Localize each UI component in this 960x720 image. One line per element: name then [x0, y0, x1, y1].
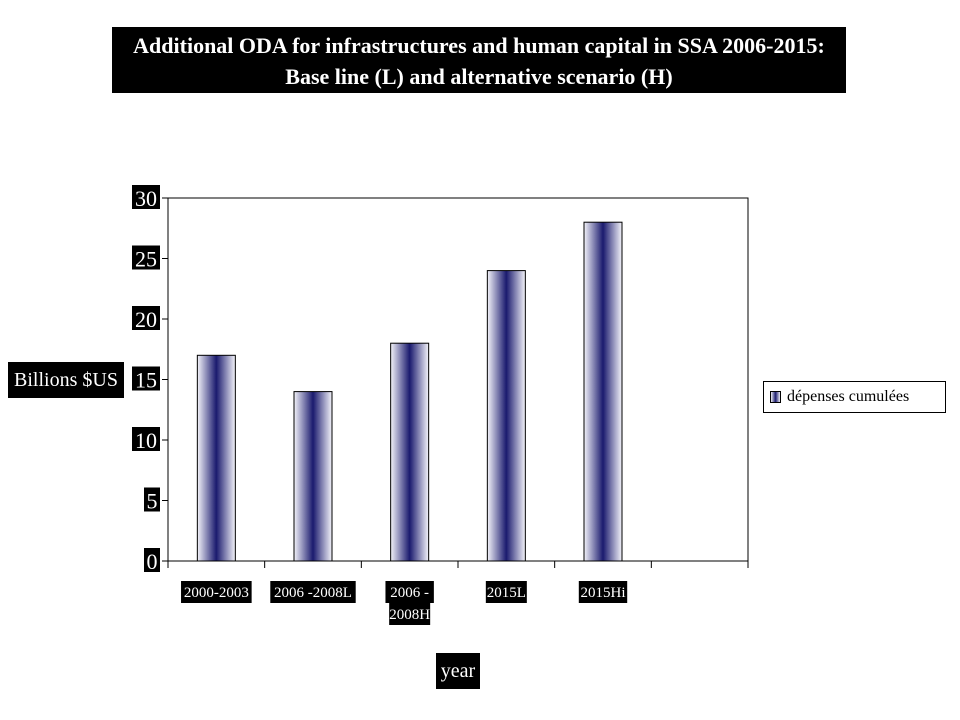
y-tick-label-bg [132, 366, 160, 391]
y-tick-label-bg [132, 185, 160, 209]
legend-swatch [770, 391, 781, 403]
bar [196, 354, 236, 562]
x-tick-label-bg [270, 581, 356, 603]
y-tick-label-bg [144, 487, 160, 512]
x-tick-label: 2000-2003 [184, 585, 249, 601]
bar [390, 342, 430, 562]
y-tick-label-bg [144, 548, 160, 572]
bar [583, 221, 623, 562]
y-tick-label: 0 [147, 549, 158, 574]
x-axis-label: year [436, 653, 480, 689]
y-tick-label: 5 [147, 489, 158, 514]
y-tick-label: 30 [135, 186, 157, 211]
x-tick-label-bg [485, 581, 527, 603]
x-tick-label: 2008H [389, 607, 430, 623]
bar [486, 270, 526, 562]
y-tick-label: 20 [135, 307, 157, 332]
x-tick-label-bg [385, 581, 434, 603]
chart-title-line-2: Base line (L) and alternative scenario (… [285, 64, 673, 89]
y-tick-label-bg [132, 245, 160, 270]
bar [293, 391, 333, 562]
y-tick-label-bg [132, 306, 160, 330]
y-tick-label-bg [132, 427, 160, 451]
x-tick-label: 2015Hi [581, 585, 626, 601]
y-axis-label: Billions $US [8, 362, 124, 398]
legend: dépenses cumulées [763, 381, 946, 413]
chart-title: Additional ODA for infrastructures and h… [112, 27, 846, 93]
x-tick-label-bg [181, 581, 252, 603]
plot-frame [167, 197, 749, 562]
y-tick-label: 15 [135, 368, 157, 393]
x-tick-label-bg [578, 581, 628, 603]
y-tick-label: 25 [135, 247, 157, 272]
plot-area: 0 5 10 15 20 25 30 2000-2003 2006 -2008L 2006 - 20… [132, 185, 749, 625]
chart-title-line-1: Additional ODA for infrastructures and h… [133, 33, 825, 58]
x-tick-label: 2006 -2008L [274, 585, 352, 601]
x-tick-label-bg [389, 603, 431, 625]
x-tick-label: 2015L [487, 585, 526, 601]
y-tick-label: 10 [135, 428, 157, 453]
x-tick-label: 2006 - [390, 585, 429, 601]
legend-label: dépenses cumulées [787, 388, 910, 405]
